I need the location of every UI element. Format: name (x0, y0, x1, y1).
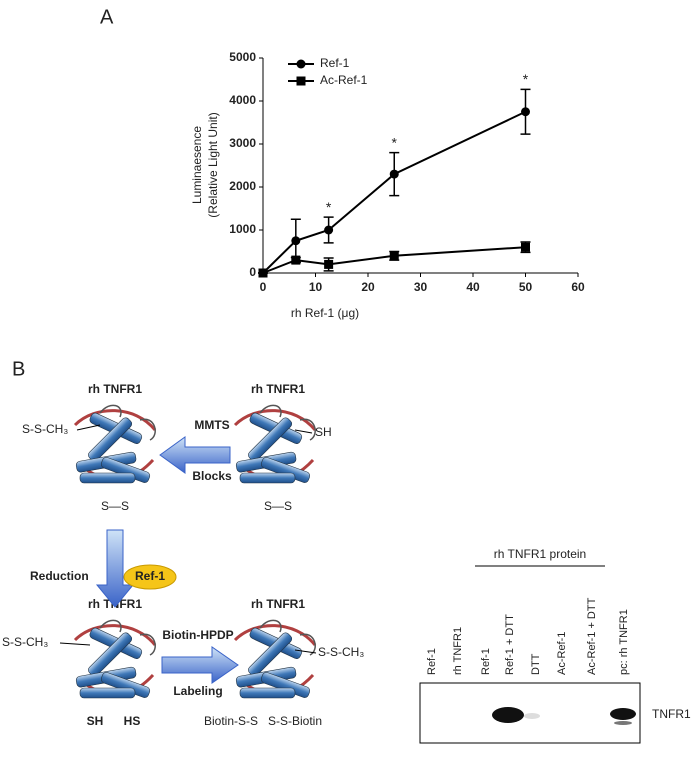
marker (521, 107, 530, 117)
group-label: S-S-Biotin (268, 714, 322, 728)
x-tick-label: 30 (414, 280, 428, 294)
legend-label: Ref-1 (320, 56, 350, 70)
y-tick-label: 3000 (229, 136, 256, 150)
y-axis-label: Luminaesence (190, 126, 204, 204)
y-tick-label: 2000 (229, 179, 256, 193)
legend-marker (296, 59, 306, 69)
group-label: S-S-CH₃ (22, 422, 68, 436)
marker (291, 236, 301, 246)
group-label: SH (87, 714, 104, 728)
y-tick-label: 0 (249, 265, 256, 279)
lane-label: DTT (530, 653, 542, 675)
lane-label: Ac-Ref-1 (556, 632, 568, 675)
lane-label: Ref-1 (426, 648, 438, 675)
x-tick-label: 50 (519, 280, 533, 294)
annotation: * (392, 134, 398, 150)
group-label: S-S-CH₃ (2, 635, 48, 649)
marker (258, 268, 268, 278)
protein-title: rh TNFR1 (251, 382, 305, 396)
x-tick-label: 0 (260, 280, 267, 294)
x-axis-label: rh Ref-1 (μg) (291, 306, 359, 320)
group-label: S—S (264, 499, 292, 513)
y-tick-label: 4000 (229, 93, 256, 107)
protein-title: rh TNFR1 (88, 382, 142, 396)
annotation: * (326, 199, 332, 215)
y-axis-label: (Relative Light Unit) (206, 112, 220, 217)
group-label: S—S (101, 499, 129, 513)
annotation: * (523, 71, 529, 87)
blot-header: rh TNFR1 protein (494, 547, 586, 561)
diagram: rh TNFR1 rh TNFR1 rh TNFR1 rh TNFR1 S-S-… (2, 382, 364, 728)
lane-label: rh TNFR1 (452, 627, 464, 675)
y-tick-label: 1000 (229, 222, 256, 236)
marker (291, 255, 301, 265)
arrow-label: MMTS (194, 418, 229, 432)
y-tick-label: 5000 (229, 50, 256, 64)
lane-label: Ac-Ref-1 + DTT (586, 597, 598, 675)
x-tick-label: 10 (309, 280, 323, 294)
x-tick-label: 20 (361, 280, 375, 294)
legend-marker (296, 76, 306, 86)
marker (324, 259, 334, 269)
panel-label: A (100, 6, 114, 28)
arrow-label: Labeling (173, 684, 222, 698)
group-label: Biotin-S-S (204, 714, 258, 728)
lane-label: Ref-1 + DTT (504, 614, 516, 675)
marker (389, 251, 399, 261)
legend-label: Ac-Ref-1 (320, 73, 368, 87)
lane-label: pc: rh TNFR1 (618, 609, 630, 675)
marker (389, 169, 399, 179)
arrow-label: Blocks (192, 469, 232, 483)
group-label: SH (315, 425, 332, 439)
arrow-label: Biotin-HPDP (162, 628, 233, 642)
x-tick-label: 60 (571, 280, 585, 294)
marker (324, 225, 334, 235)
western-blot: rh TNFR1 protein Ref-1 rh TNFR1 Ref-1 Ref-1… (419, 547, 691, 744)
marker (521, 242, 530, 252)
enzyme-label: Ref-1 (135, 569, 165, 583)
band-label: TNFR1 (652, 707, 691, 721)
x-tick-label: 40 (466, 280, 480, 294)
arrow-label: Reduction (30, 569, 89, 583)
group-label: S-S-CH₃ (318, 645, 364, 659)
panel-label: B (12, 358, 25, 380)
lane-label: Ref-1 (480, 648, 492, 675)
group-label: HS (124, 714, 141, 728)
protein-title: rh TNFR1 (251, 597, 305, 611)
